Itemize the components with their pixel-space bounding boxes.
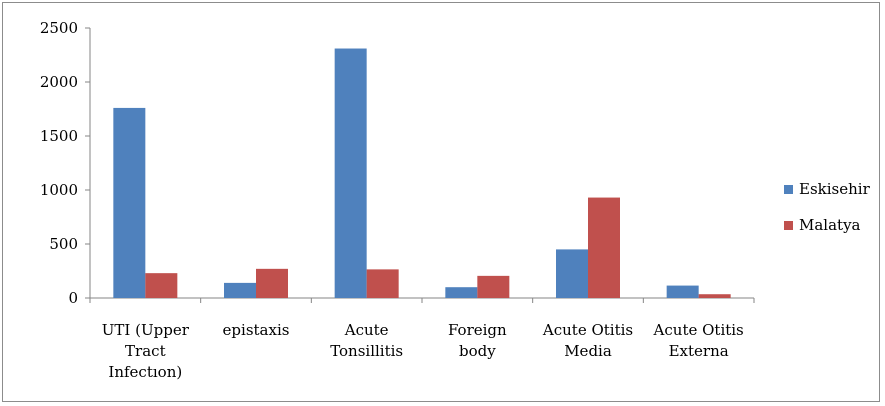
bar-malatya-0	[145, 273, 178, 298]
bar-eskisehir-1	[224, 282, 256, 298]
y-tick-label: 2500	[40, 19, 78, 37]
bar-malatya-3	[477, 275, 510, 298]
legend-label-malatya: Malatya	[799, 216, 861, 234]
legend-label-eskisehir: Eskisehir	[799, 180, 871, 198]
legend-swatch-malatya	[784, 221, 793, 230]
x-category-label: UTI (Upper Tract Infectıon)	[102, 321, 190, 381]
x-category-label: Foreign body	[448, 321, 507, 360]
legend: Eskisehir Malatya	[784, 180, 871, 234]
x-category-label-line: epistaxis	[223, 321, 290, 339]
bar-eskisehir-5	[666, 285, 699, 298]
bar-eskisehir-4	[556, 249, 588, 298]
x-category-label-line: Tonsillitis	[330, 342, 403, 360]
bar-malatya-2	[366, 269, 399, 298]
y-tick-label: 1000	[40, 181, 78, 199]
y-axis: 0 500 1000 1500 2000 2500	[40, 19, 91, 307]
x-category-label-line: body	[459, 342, 496, 360]
y-tick-label: 0	[68, 289, 78, 307]
bar-eskisehir-3	[445, 287, 478, 298]
x-category-label-line: Infectıon)	[108, 363, 182, 381]
bar-eskisehir-2	[334, 48, 367, 298]
bars	[113, 48, 731, 298]
chart-frame	[2, 2, 880, 402]
x-category-label-line: Acute Otitis	[653, 321, 744, 339]
x-category-label: epistaxis	[223, 321, 290, 339]
x-category-label: Acute Tonsillitis	[330, 321, 403, 360]
legend-swatch-eskisehir	[784, 185, 793, 194]
bar-malatya-1	[256, 268, 288, 298]
bar-eskisehir-0	[113, 107, 146, 298]
x-category-label-line: Acute Otitis	[542, 321, 633, 339]
x-category-label-line: Externa	[669, 342, 729, 360]
bar-malatya-4	[588, 197, 620, 298]
y-tick-label: 1500	[40, 127, 78, 145]
y-tick-label: 2000	[40, 73, 78, 91]
x-category-label-line: Foreign	[448, 321, 507, 339]
x-axis: UTI (Upper Tract Infectıon) epistaxis Acute T…	[89, 297, 755, 381]
y-tick-label: 500	[49, 235, 78, 253]
bar-malatya-5	[698, 294, 731, 298]
x-category-label-line: Acute	[344, 321, 389, 339]
x-category-label-line: Tract	[125, 342, 166, 360]
x-category-label-line: UTI (Upper	[102, 321, 190, 339]
x-category-label: Acute Otitis Externa	[653, 321, 744, 360]
x-category-label-line: Media	[564, 342, 612, 360]
x-category-label: Acute Otitis Media	[542, 321, 633, 360]
